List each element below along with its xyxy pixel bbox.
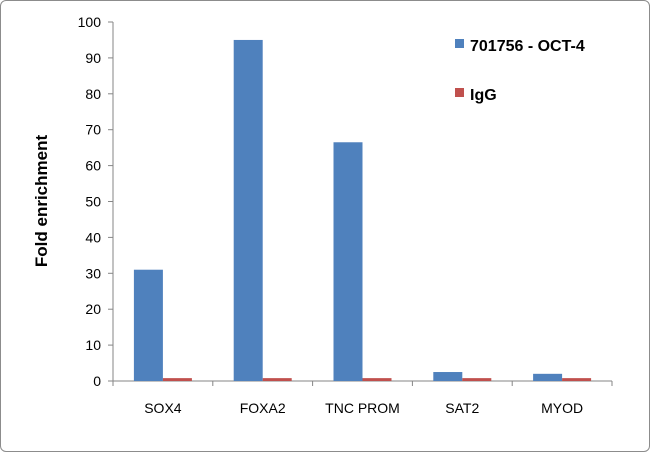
bar-oct4-foxa2	[233, 39, 263, 381]
legend-swatch	[455, 39, 464, 48]
y-tick-label: 90	[85, 50, 101, 66]
y-tick-label: 20	[85, 301, 101, 317]
y-axis-label: Fold enrichment	[32, 135, 51, 268]
x-tick-label: TNC PROM	[325, 400, 400, 416]
bar-igg-foxa2	[262, 378, 292, 381]
x-tick-label: MYOD	[541, 400, 583, 416]
y-tick-label: 50	[85, 194, 101, 210]
legend-label: IgG	[470, 87, 497, 104]
y-tick-labels: 0 10 20 30 40 50 60 70 80 90 100	[78, 14, 102, 389]
x-tick-label: SAT2	[445, 400, 479, 416]
y-tick-label: 10	[85, 337, 101, 353]
y-tick-label: 100	[78, 14, 102, 30]
x-tick-label: FOXA2	[240, 400, 286, 416]
bar-igg-myod	[562, 378, 592, 381]
legend: 701756 - OCT-4 IgG	[455, 38, 585, 104]
x-tick-labels: SOX4 FOXA2 TNC PROM SAT2 MYOD	[144, 400, 583, 416]
y-tick-label: 60	[85, 158, 101, 174]
bar-oct4-myod	[533, 373, 563, 381]
bar-oct4-tnc-prom	[333, 142, 363, 381]
y-tick-label: 0	[93, 373, 101, 389]
legend-swatch	[455, 88, 464, 97]
y-tick-label: 80	[85, 86, 101, 102]
legend-label: 701756 - OCT-4	[470, 38, 585, 55]
bar-oct4-sox4	[133, 269, 163, 381]
bar-igg-sat2	[462, 378, 492, 381]
bar-igg-tnc-prom	[362, 378, 392, 381]
bar-oct4-sat2	[433, 372, 463, 381]
y-tick-label: 70	[85, 122, 101, 138]
y-tick-label: 30	[85, 265, 101, 281]
bar-igg-sox4	[162, 378, 192, 381]
y-tick-label: 40	[85, 229, 101, 245]
x-tick-label: SOX4	[144, 400, 182, 416]
chart-bars	[133, 39, 592, 381]
